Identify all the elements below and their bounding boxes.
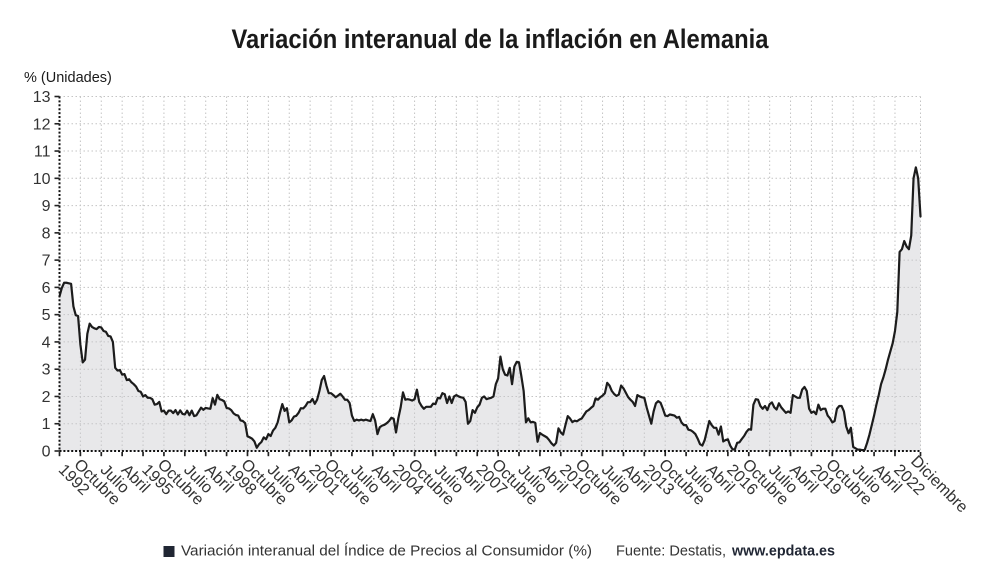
svg-text:13: 13 xyxy=(33,89,51,106)
svg-text:12: 12 xyxy=(33,116,51,133)
svg-text:Variación interanual de la inf: Variación interanual de la inflación en … xyxy=(232,24,770,54)
svg-text:8: 8 xyxy=(42,225,51,242)
svg-text:5: 5 xyxy=(42,307,51,324)
svg-text:6: 6 xyxy=(42,280,51,297)
svg-text:2: 2 xyxy=(42,389,51,406)
svg-text:% (Unidades): % (Unidades) xyxy=(24,70,112,86)
svg-text:9: 9 xyxy=(42,198,51,215)
svg-text:7: 7 xyxy=(42,253,51,270)
svg-text:10: 10 xyxy=(33,171,51,188)
svg-text:3: 3 xyxy=(42,362,51,379)
svg-text:Variación interanual del Índic: Variación interanual del Índice de Preci… xyxy=(181,543,592,560)
svg-text:0: 0 xyxy=(42,444,51,461)
svg-text:Fuente: Destatis,: Fuente: Destatis, xyxy=(616,544,726,560)
svg-text:www.epdata.es: www.epdata.es xyxy=(731,544,835,560)
svg-text:1: 1 xyxy=(42,416,51,433)
svg-text:11: 11 xyxy=(34,144,51,161)
svg-text:4: 4 xyxy=(42,334,51,351)
